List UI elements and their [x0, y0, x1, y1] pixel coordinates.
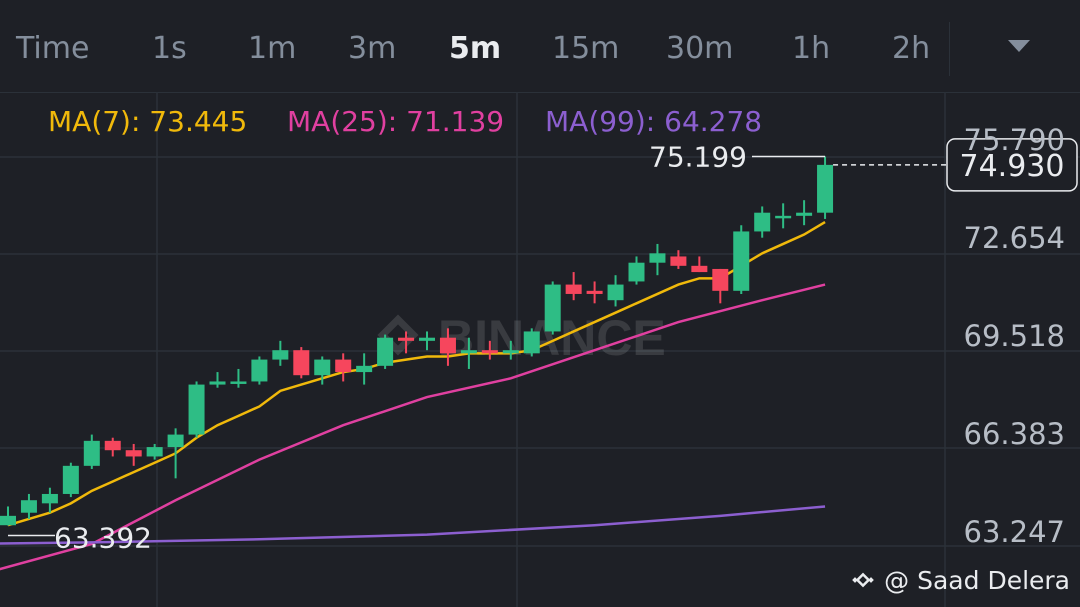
candle-body	[461, 350, 477, 353]
candle-body	[817, 165, 833, 213]
candle	[272, 341, 288, 366]
candle-body	[482, 350, 498, 353]
candle-body	[293, 350, 309, 375]
candle	[210, 372, 226, 388]
candle	[587, 281, 603, 303]
candle	[566, 272, 582, 300]
price-tick-label: 69.518	[964, 319, 1065, 353]
binance-logo-icon	[850, 567, 876, 593]
candle-body	[377, 338, 393, 366]
candle	[230, 369, 246, 388]
candle-body	[670, 256, 686, 265]
candle	[419, 331, 435, 350]
candle-body	[126, 450, 142, 456]
candle	[168, 428, 184, 478]
candle	[189, 381, 205, 437]
low-marker-label: 63.392	[54, 522, 152, 555]
candle-body	[0, 516, 16, 525]
candle-body	[189, 385, 205, 435]
candle	[775, 203, 791, 228]
high-marker-label: 75.199	[649, 140, 747, 173]
candle-body	[168, 435, 184, 448]
ma-legend-item: MA(99): 64.278	[545, 105, 762, 138]
candle-body	[21, 500, 37, 513]
candle-body	[84, 441, 100, 466]
candle-body	[587, 291, 603, 294]
price-tick-label: 66.383	[964, 417, 1065, 451]
candle	[293, 347, 309, 378]
candle-body	[398, 338, 414, 341]
candle-body	[105, 441, 121, 450]
candles	[0, 156, 833, 525]
candle	[63, 463, 79, 497]
candle	[84, 435, 100, 469]
ma-legend-item: MA(25): 71.139	[287, 105, 504, 138]
candle-body	[230, 381, 246, 384]
candle-body	[649, 253, 665, 262]
candle	[251, 356, 267, 384]
price-tick-label: 72.654	[964, 221, 1065, 255]
candle	[126, 444, 142, 466]
candle-body	[566, 285, 582, 294]
candle	[712, 269, 728, 303]
candle	[649, 244, 665, 275]
candle-body	[712, 269, 728, 291]
candle-body	[775, 216, 791, 219]
candle	[0, 506, 16, 525]
candle-body	[335, 360, 351, 373]
credit: @ Saad Delera	[850, 566, 1070, 595]
candle	[670, 250, 686, 269]
candle-body	[629, 263, 645, 282]
candle	[545, 281, 561, 334]
candle-body	[272, 350, 288, 359]
candle-body	[210, 381, 226, 384]
candle	[356, 353, 372, 384]
candle-body	[314, 360, 330, 376]
candle	[629, 256, 645, 284]
ma-legend: MA(7): 73.445 MA(25): 71.139 MA(99): 64.27…	[48, 105, 762, 138]
candle-body	[545, 285, 561, 332]
candle-body	[147, 447, 163, 456]
price-tick-label: 75.790	[964, 123, 1065, 157]
candle	[105, 438, 121, 457]
candle-body	[440, 338, 456, 354]
candle	[524, 328, 540, 356]
candle-body	[42, 494, 58, 503]
candle-body	[691, 266, 707, 272]
candle-body	[608, 285, 624, 301]
candle	[796, 200, 812, 225]
candle-body	[419, 338, 435, 341]
candle	[147, 444, 163, 460]
candle	[377, 335, 393, 369]
candle-body	[733, 231, 749, 290]
candle	[817, 156, 833, 218]
candle	[21, 494, 37, 519]
candle-body	[754, 213, 770, 232]
candle-body	[356, 366, 372, 372]
candle	[335, 353, 351, 381]
credit-text: @ Saad Delera	[884, 566, 1070, 595]
candle-body	[503, 350, 519, 353]
ma-legend-item: MA(7): 73.445	[48, 105, 247, 138]
candle	[608, 275, 624, 306]
candle	[733, 225, 749, 294]
candle	[754, 206, 770, 237]
candle-body	[796, 213, 812, 216]
candle	[691, 256, 707, 272]
price-tick-label: 63.247	[964, 515, 1065, 549]
candle-body	[63, 466, 79, 494]
candle-body	[251, 360, 267, 382]
candle-body	[524, 331, 540, 353]
